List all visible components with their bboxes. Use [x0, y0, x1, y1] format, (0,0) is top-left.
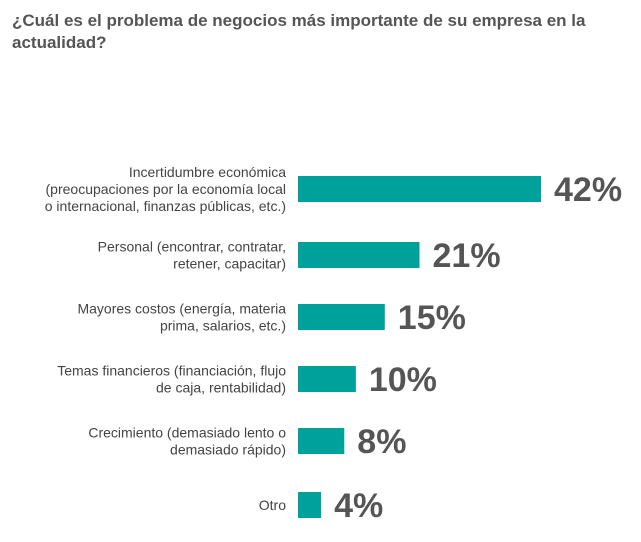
- bar-0: [298, 176, 541, 202]
- value-label-5: 4%: [334, 487, 383, 525]
- value-label-2: 15%: [398, 299, 466, 337]
- category-label-3: Temas financieros (financiación, flujo de…: [57, 363, 286, 396]
- category-label-2: Mayores costos (energía, materia prima, s…: [77, 301, 286, 334]
- bar-2: [298, 304, 385, 330]
- chart-title: ¿Cuál es el problema de negocios más imp…: [12, 11, 586, 52]
- bar-5: [298, 492, 322, 518]
- value-label-1: 21%: [433, 237, 501, 275]
- category-label-5: Otro: [259, 497, 286, 513]
- category-label-0: Incertidumbre económica (preocupaciones p…: [45, 164, 286, 214]
- category-label-4: Crecimiento (demasiado lento o demasiado …: [88, 425, 286, 458]
- bar-1: [298, 242, 420, 268]
- value-label-4: 8%: [357, 423, 406, 461]
- category-label-1: Personal (encontrar, contratar, retener, …: [98, 239, 286, 272]
- value-label-0: 42%: [554, 171, 622, 209]
- bar-4: [298, 428, 345, 454]
- value-label-3: 10%: [369, 361, 437, 399]
- bar-3: [298, 366, 356, 392]
